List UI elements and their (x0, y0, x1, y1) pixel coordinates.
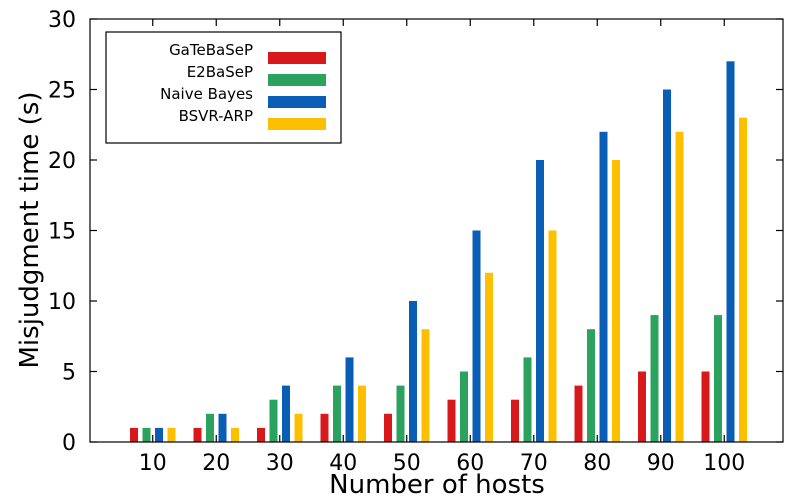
y-tick-label: 5 (62, 361, 76, 386)
legend-box (105, 31, 342, 144)
bar-bsvr-arp-90 (675, 131, 684, 443)
legend-swatch (268, 74, 326, 86)
bar-naive-bayes-100 (726, 61, 735, 443)
bar-bsvr-arp-40 (358, 385, 366, 442)
bar-gatebasep-80 (574, 385, 583, 442)
y-tick-label: 30 (48, 8, 76, 33)
x-tick-label: 90 (647, 451, 675, 476)
y-tick-label: 15 (48, 220, 76, 245)
x-tick-label: 100 (703, 451, 745, 476)
bar-bsvr-arp-80 (612, 160, 620, 442)
x-tick-label: 40 (329, 451, 357, 476)
bar-naive-bayes-30 (282, 385, 290, 442)
legend-swatch (268, 96, 326, 108)
x-tick-label: 80 (583, 451, 611, 476)
bar-gatebasep-60 (447, 399, 456, 442)
bar-bsvr-arp-30 (294, 413, 303, 442)
bar-bsvr-arp-100 (739, 117, 747, 442)
bar-gatebasep-100 (701, 371, 710, 442)
bar-e2basep-30 (269, 399, 278, 442)
plot-marks (130, 61, 747, 443)
bar-e2basep-90 (650, 315, 659, 442)
bar-e2basep-80 (587, 329, 595, 442)
bar-gatebasep-40 (320, 413, 329, 442)
y-tick-label: 25 (48, 79, 76, 104)
bar-gatebasep-30 (257, 427, 265, 442)
legend-swatch (268, 52, 326, 64)
bar-gatebasep-90 (638, 371, 646, 442)
x-axis-title: Number of hosts (329, 470, 545, 500)
y-tick-label: 10 (48, 290, 76, 315)
bar-gatebasep-10 (130, 427, 138, 442)
axes: 0 5 10 15 20 25 30 10 20 30 40 50 60 70 80 90 100 (48, 8, 783, 476)
bar-gatebasep-70 (511, 399, 519, 442)
x-tick-label: 30 (266, 451, 294, 476)
legend-label: E2BaSeP (187, 63, 253, 81)
bar-bsvr-arp-70 (548, 230, 557, 442)
bar-bsvr-arp-20 (231, 427, 239, 442)
bar-e2basep-40 (333, 385, 341, 442)
legend-label: Naive Bayes (160, 85, 253, 103)
bar-e2basep-10 (142, 427, 151, 442)
bar-naive-bayes-20 (218, 413, 227, 442)
bar-naive-bayes-70 (536, 160, 544, 442)
bar-naive-bayes-10 (155, 427, 163, 442)
bar-e2basep-70 (523, 357, 532, 442)
bar-naive-bayes-80 (599, 131, 608, 443)
bar-e2basep-60 (460, 371, 468, 442)
x-tick-label: 10 (139, 451, 167, 476)
bar-naive-bayes-90 (663, 89, 671, 442)
bar-naive-bayes-50 (409, 301, 417, 442)
bar-naive-bayes-60 (472, 230, 481, 442)
y-tick-label: 20 (48, 149, 76, 174)
bar-gatebasep-20 (193, 427, 202, 442)
bar-gatebasep-50 (384, 413, 392, 442)
y-tick-label: 0 (62, 431, 76, 456)
legend: GaTeBaSeP E2BaSeP Naive Bayes BSVR-ARP (105, 31, 342, 144)
bar-bsvr-arp-50 (421, 329, 430, 442)
x-tick-label: 20 (202, 451, 230, 476)
y-axis-title: Misjudgment time (s) (15, 91, 45, 368)
bar-bsvr-arp-60 (485, 272, 493, 442)
bar-e2basep-20 (206, 413, 214, 442)
bar-e2basep-100 (714, 315, 722, 442)
bar-naive-bayes-40 (345, 357, 354, 442)
x-tick-label: 70 (520, 451, 548, 476)
legend-label: GaTeBaSeP (169, 41, 253, 59)
bar-bsvr-arp-10 (167, 427, 176, 442)
x-tick-label: 60 (456, 451, 484, 476)
bar-e2basep-50 (396, 385, 405, 442)
x-tick-label: 50 (393, 451, 421, 476)
legend-label: BSVR-ARP (179, 107, 253, 125)
legend-swatch (268, 118, 326, 130)
